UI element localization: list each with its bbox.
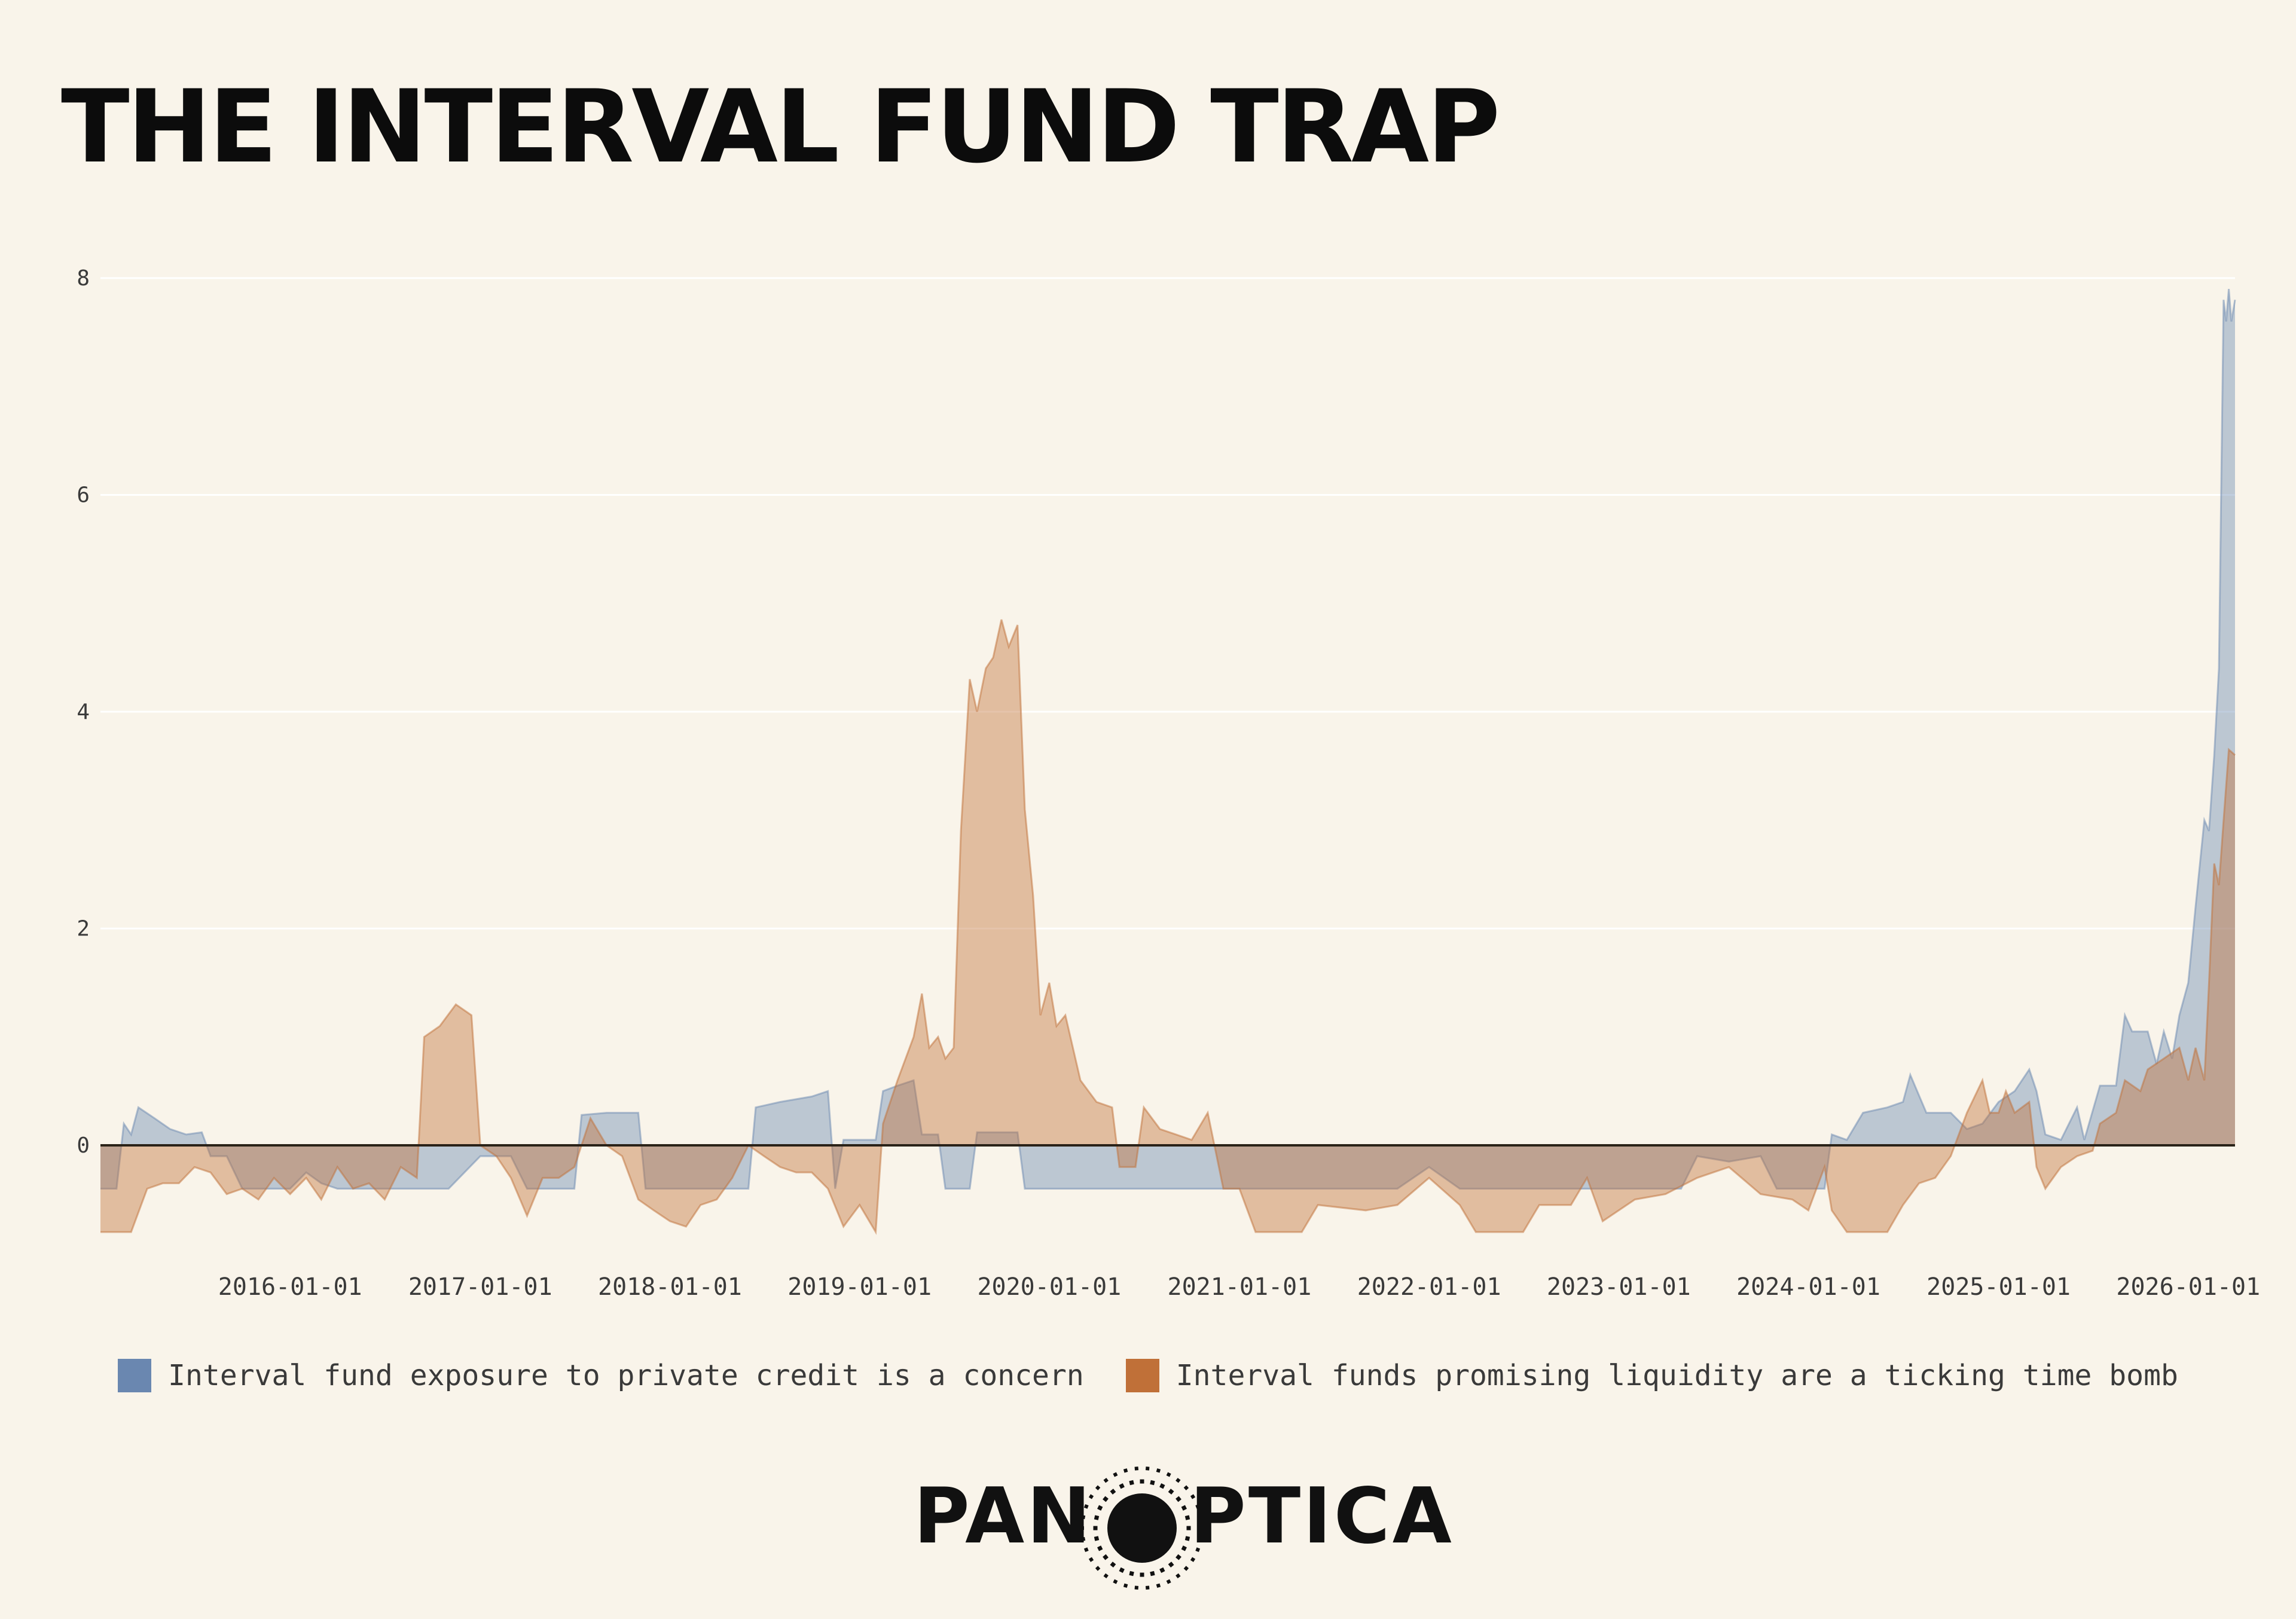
legend-swatch-orange — [1125, 1359, 1159, 1392]
chart-title: THE INTERVAL FUND TRAP — [61, 68, 1500, 185]
x-tick-label: 2026-01-01 — [2116, 1273, 2260, 1301]
series-area-1 — [100, 619, 2235, 1232]
y-axis: 0 2 4 6 8 — [77, 266, 90, 1158]
gridlines — [100, 277, 2235, 929]
x-axis: 2016-01-01 2017-01-01 2018-01-01 2019-01-01… — [218, 1273, 2260, 1301]
panoptica-logo: PAN PTICA — [909, 1453, 1452, 1603]
area-chart: 0 2 4 6 8 2016-01-01 2017-01-01 2018-01-01 2019… — [77, 266, 2260, 1301]
legend: Interval fund exposure to private credit… — [0, 1359, 2296, 1392]
series-line-0 — [100, 288, 2236, 1190]
x-tick-label: 2025-01-01 — [1926, 1273, 2071, 1301]
x-tick-label: 2019-01-01 — [787, 1273, 932, 1301]
x-tick-label: 2017-01-01 — [408, 1273, 552, 1301]
legend-item-orange[interactable]: Interval funds promising liquidity are a… — [1125, 1359, 2178, 1392]
legend-swatch-blue — [118, 1359, 152, 1392]
x-tick-label: 2024-01-01 — [1736, 1273, 1880, 1301]
series-line-1 — [100, 619, 2236, 1235]
y-tick-label: 6 — [77, 483, 90, 508]
x-tick-label: 2023-01-01 — [1547, 1273, 1691, 1301]
logo-text-left: PAN — [914, 1472, 1094, 1561]
legend-label-orange: Interval funds promising liquidity are a… — [1176, 1359, 2178, 1392]
y-tick-label: 0 — [77, 1133, 90, 1158]
x-tick-label: 2016-01-01 — [218, 1273, 362, 1301]
series-areas — [100, 288, 2236, 1235]
x-tick-label: 2022-01-01 — [1357, 1273, 1501, 1301]
y-tick-label: 2 — [77, 917, 90, 941]
y-tick-label: 8 — [77, 266, 90, 291]
x-tick-label: 2020-01-01 — [977, 1273, 1121, 1301]
logo-sun-icon — [1080, 1466, 1204, 1590]
logo-text-right: PTICA — [1190, 1472, 1454, 1561]
legend-item-blue[interactable]: Interval fund exposure to private credit… — [118, 1359, 1084, 1392]
y-tick-label: 4 — [77, 700, 90, 724]
series-area-0 — [100, 289, 2235, 1189]
x-tick-label: 2018-01-01 — [598, 1273, 742, 1301]
legend-label-blue: Interval fund exposure to private credit… — [168, 1359, 1084, 1392]
x-tick-label: 2021-01-01 — [1168, 1273, 1312, 1301]
